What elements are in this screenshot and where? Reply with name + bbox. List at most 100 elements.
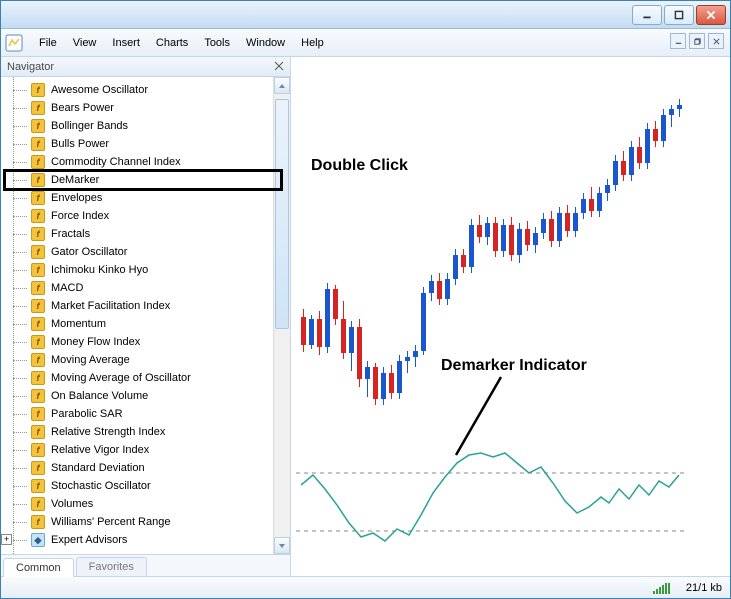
close-button[interactable] — [696, 5, 726, 25]
indicator-item-williams-percent-range[interactable]: f Williams' Percent Range — [31, 513, 273, 531]
scroll-up-button[interactable] — [274, 77, 290, 94]
status-bar: 21/1 kb — [1, 576, 730, 598]
indicator-icon: f — [31, 461, 45, 475]
indicator-label: Bears Power — [51, 102, 114, 114]
indicator-icon: f — [31, 173, 45, 187]
indicator-icon: f — [31, 227, 45, 241]
indicator-item-parabolic-sar[interactable]: f Parabolic SAR — [31, 405, 273, 423]
indicator-item-relative-vigor-index[interactable]: fRelative Vigor Index — [31, 441, 273, 459]
indicator-item-money-flow-index[interactable]: fMoney Flow Index — [31, 333, 273, 351]
navigator-panel: Navigator fAwesome OscillatorfBears Powe… — [1, 57, 291, 576]
indicator-label: Momentum — [51, 318, 106, 330]
mdi-close-button[interactable] — [708, 33, 724, 49]
indicator-label: On Balance Volume — [51, 390, 148, 402]
tab-common[interactable]: Common — [3, 558, 74, 577]
indicator-icon: f — [31, 119, 45, 133]
scroll-thumb[interactable] — [275, 99, 289, 329]
indicator-label: Relative Strength Index — [51, 426, 165, 438]
menu-charts[interactable]: Charts — [148, 33, 196, 53]
indicator-label: DeMarker — [51, 174, 99, 186]
indicator-item-bears-power[interactable]: fBears Power — [31, 99, 273, 117]
navigator-tree: fAwesome OscillatorfBears PowerfBollinge… — [1, 77, 290, 554]
indicator-icon: f — [31, 353, 45, 367]
menu-help[interactable]: Help — [293, 33, 332, 53]
tab-favorites[interactable]: Favorites — [76, 557, 147, 576]
indicator-icon: f — [31, 155, 45, 169]
indicator-item-fractals[interactable]: f Fractals — [31, 225, 273, 243]
indicator-icon: f — [31, 317, 45, 331]
indicator-icon: f — [31, 515, 45, 529]
annotation-demarker-indicator: Demarker Indicator — [441, 357, 587, 375]
indicator-item-commodity-channel-index[interactable]: f Commodity Channel Index — [31, 153, 273, 171]
indicator-label: Envelopes — [51, 192, 102, 204]
expert-advisors-icon: ◆ — [31, 533, 45, 547]
navigator-tabs: Common Favorites — [1, 554, 290, 576]
annotation-double-click: Double Click — [311, 157, 408, 175]
indicator-item-ichimoku-kinko-hyo[interactable]: fIchimoku Kinko Hyo — [31, 261, 273, 279]
indicator-label: Moving Average — [51, 354, 130, 366]
menu-file[interactable]: File — [31, 33, 65, 53]
indicator-item-momentum[interactable]: f Momentum — [31, 315, 273, 333]
expert-advisors-item[interactable]: +◆Expert Advisors — [31, 531, 273, 549]
indicator-icon: f — [31, 137, 45, 151]
tree-connector-line — [13, 77, 14, 554]
body-area: Navigator fAwesome OscillatorfBears Powe… — [1, 57, 730, 576]
navigator-scrollbar[interactable] — [273, 77, 290, 554]
expand-icon[interactable]: + — [1, 534, 12, 545]
indicator-label: Moving Average of Oscillator — [51, 372, 191, 384]
indicator-icon: f — [31, 497, 45, 511]
indicator-item-bollinger-bands[interactable]: fBollinger Bands — [31, 117, 273, 135]
mdi-minimize-button[interactable] — [670, 33, 686, 49]
indicator-label: Awesome Oscillator — [51, 84, 148, 96]
indicator-label: Commodity Channel Index — [51, 156, 181, 168]
indicator-label: Williams' Percent Range — [51, 516, 170, 528]
indicator-item-envelopes[interactable]: f Envelopes — [31, 189, 273, 207]
connection-bars-icon — [653, 582, 670, 594]
indicator-label: Market Facilitation Index — [51, 300, 170, 312]
mdi-restore-button[interactable] — [689, 33, 705, 49]
indicator-item-bulls-power[interactable]: f Bulls Power — [31, 135, 273, 153]
menu-view[interactable]: View — [65, 33, 105, 53]
indicator-item-relative-strength-index[interactable]: fRelative Strength Index — [31, 423, 273, 441]
indicator-item-moving-average[interactable]: f Moving Average — [31, 351, 273, 369]
indicator-label: Standard Deviation — [51, 462, 145, 474]
indicator-icon: f — [31, 299, 45, 313]
indicator-label: Fractals — [51, 228, 90, 240]
indicator-icon: f — [31, 245, 45, 259]
indicator-item-on-balance-volume[interactable]: f On Balance Volume — [31, 387, 273, 405]
menu-window[interactable]: Window — [238, 33, 293, 53]
indicator-label: Bulls Power — [51, 138, 109, 150]
menu-tools[interactable]: Tools — [196, 33, 238, 53]
indicator-label: Parabolic SAR — [51, 408, 123, 420]
menu-insert[interactable]: Insert — [104, 33, 148, 53]
indicator-icon: f — [31, 389, 45, 403]
indicator-label: Money Flow Index — [51, 336, 140, 348]
indicator-item-standard-deviation[interactable]: f Standard Deviation — [31, 459, 273, 477]
maximize-button[interactable] — [664, 5, 694, 25]
indicator-label: Force Index — [51, 210, 109, 222]
app-icon — [5, 34, 23, 52]
menubar: FileViewInsertChartsToolsWindowHelp — [1, 29, 730, 57]
indicator-label: Relative Vigor Index — [51, 444, 149, 456]
indicator-icon: f — [31, 407, 45, 421]
indicator-item-force-index[interactable]: f Force Index — [31, 207, 273, 225]
indicator-item-market-facilitation-index[interactable]: f Market Facilitation Index — [31, 297, 273, 315]
indicator-item-gator-oscillator[interactable]: fGator Oscillator — [31, 243, 273, 261]
indicator-item-stochastic-oscillator[interactable]: fStochastic Oscillator — [31, 477, 273, 495]
indicator-item-macd[interactable]: fMACD — [31, 279, 273, 297]
indicator-label: Volumes — [51, 498, 93, 510]
transfer-status: 21/1 kb — [686, 582, 722, 594]
indicator-item-volumes[interactable]: f Volumes — [31, 495, 273, 513]
indicator-icon: f — [31, 371, 45, 385]
indicator-icon: f — [31, 479, 45, 493]
minimize-button[interactable] — [632, 5, 662, 25]
indicator-icon: f — [31, 209, 45, 223]
indicator-icon: f — [31, 191, 45, 205]
expert-advisors-label: Expert Advisors — [51, 534, 127, 546]
navigator-close-icon[interactable] — [272, 59, 286, 73]
indicator-item-awesome-oscillator[interactable]: fAwesome Oscillator — [31, 81, 273, 99]
scroll-down-button[interactable] — [274, 537, 290, 554]
indicator-item-demarker[interactable]: f DeMarker — [31, 171, 273, 189]
chart-area[interactable]: Double Click Demarker Indicator — [291, 57, 730, 576]
indicator-item-moving-average-of-oscillator[interactable]: f Moving Average of Oscillator — [31, 369, 273, 387]
